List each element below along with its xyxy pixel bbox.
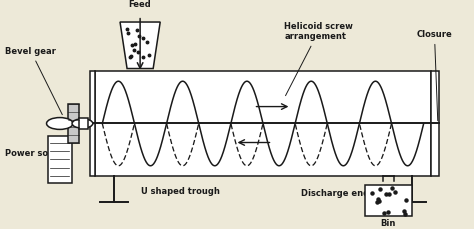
Text: U shaped trough: U shaped trough	[141, 187, 220, 196]
Text: Helicoid screw
arrangement: Helicoid screw arrangement	[284, 22, 353, 96]
Text: Bevel gear: Bevel gear	[5, 47, 62, 115]
Bar	[79, 118, 88, 129]
Polygon shape	[120, 22, 160, 68]
Circle shape	[46, 117, 73, 129]
Bar	[431, 71, 439, 176]
Bar	[68, 104, 79, 142]
Text: Bin: Bin	[381, 219, 396, 228]
Text: Closure: Closure	[417, 30, 452, 121]
Text: Feed: Feed	[129, 0, 152, 9]
Text: Power source: Power source	[5, 149, 70, 158]
Circle shape	[72, 119, 93, 128]
Bar	[95, 71, 431, 176]
Bar	[48, 136, 72, 183]
Bar	[365, 185, 412, 216]
Bar	[90, 71, 95, 176]
Text: Discharge end: Discharge end	[301, 189, 369, 198]
